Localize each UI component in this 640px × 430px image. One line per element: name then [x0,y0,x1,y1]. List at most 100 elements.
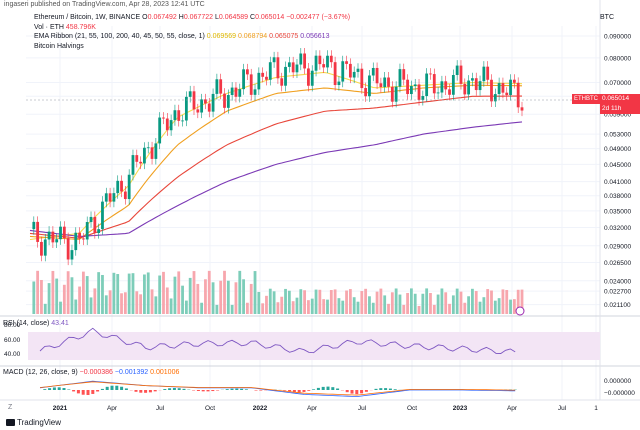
volume-bar [242,279,245,314]
macd-histogram-bar [163,389,167,390]
volume-bar [276,302,280,314]
macd-histogram-bar [81,390,85,395]
ohlc-key: H [176,14,184,21]
candle-body [348,63,352,78]
volume-bar [78,286,81,314]
macd-histogram-bar [211,390,215,392]
ema-row[interactable]: EMA Ribbon (21, 55, 100, 200, 40, 45, 50… [34,32,350,42]
time-tick-label: 2023 [453,405,468,412]
candle-body [390,86,394,102]
ohlc-value: 0.064589 [218,14,249,21]
halvings-row[interactable]: Bitcoin Halvings [34,42,350,52]
tradingview-icon [6,419,15,426]
volume-bar [173,276,177,314]
macd-histogram-bar [96,390,100,392]
volume-bar [417,305,421,314]
volume-bar [112,272,116,314]
volume-bars [32,270,524,314]
volume-bar [116,274,120,314]
candle-body [505,92,509,96]
volume-bar [493,300,497,314]
volume-bar [47,283,51,314]
candle-body [329,55,333,63]
volume-bar [314,289,318,314]
candle-body [165,118,169,131]
macd-histogram-bar [120,386,124,390]
volume-bar [482,297,486,314]
time-tick-label: 1 [594,405,598,412]
candle-body [345,61,348,64]
candle-body [402,69,406,80]
volume-bar [444,292,448,314]
volume-bar [200,302,204,314]
macd-histogram-bar [345,390,349,393]
volume-bar [59,301,62,314]
symbol-row[interactable]: Ethereum / Bitcoin, 1W, BINANCE O0.06749… [34,13,350,23]
price-tick-label: 0.035000 [604,208,631,215]
candle-body [333,62,337,86]
macd-label: MACD (12, 26, close, 9) [3,369,78,376]
volume-bar [261,303,265,314]
candle-body [448,89,451,95]
chart-legend: Ethereum / Bitcoin, 1W, BINANCE O0.06749… [34,13,350,51]
macd-histogram-bar [91,390,95,394]
candle-body [150,147,154,159]
macd-histogram-bar [393,389,397,390]
price-tag-symbol: ETHBTC [574,96,598,102]
candle-body [287,62,291,67]
candle-body [364,88,368,97]
volume-bar [154,296,158,314]
volume-bar [326,299,329,314]
volume-bar [490,290,493,314]
macd-histogram-bar [172,387,176,390]
volume-bar [215,304,219,314]
candle-body [486,66,490,80]
candle-body [360,68,364,89]
volume-row[interactable]: Vol · ETH 458.796K [34,23,350,33]
ema-line-ema-21 [29,71,523,241]
volume-bar [62,284,66,314]
zoom-label[interactable]: Z [8,404,13,411]
volume-bar [135,291,139,314]
price-tick-label: 0.029000 [604,243,631,250]
rsi-legend[interactable]: RSI (14, close) 43.41 [3,320,69,327]
rsi-value: 43.41 [51,320,69,327]
volume-value: 458.796K [65,23,96,31]
candle-body [66,238,70,260]
candle-body [234,87,238,97]
candle-body [497,83,501,95]
candle-body [318,55,322,65]
candle-body [81,238,85,240]
macd-histogram-bar [115,385,119,390]
price-tick-label: 0.049000 [604,146,631,153]
volume-bar [368,296,371,314]
macd-histogram-bar [336,388,340,390]
volume-bar [406,292,409,314]
volume-bar [413,293,417,314]
macd-histogram-bar [225,389,229,390]
candle-body [425,73,429,97]
rsi-band [28,332,600,360]
candle-body [383,77,387,88]
macd-tick-label: −0.000000 [604,390,635,397]
candle-body [36,221,40,242]
candle-body [471,78,474,81]
halving-icon[interactable] [515,306,525,316]
macd-histogram-bar [384,388,388,390]
macd-histogram-bar [316,387,320,390]
candle-body [413,84,417,87]
volume-bar [341,300,345,314]
price-tick-label: 0.053000 [604,132,631,139]
volume-bar [432,304,436,314]
candle-body [474,78,478,91]
price-tick-label: 0.045000 [604,162,631,169]
candle-body [158,117,162,144]
candle-body [512,79,516,83]
macd-legend[interactable]: MACD (12, 26, close, 9) −0.000386 −0.001… [3,369,179,376]
volume-bar [471,288,474,314]
macd-histogram-bar [48,388,52,390]
volume-bar [85,276,89,314]
candle-body [238,89,242,97]
volume-bar [310,298,314,314]
